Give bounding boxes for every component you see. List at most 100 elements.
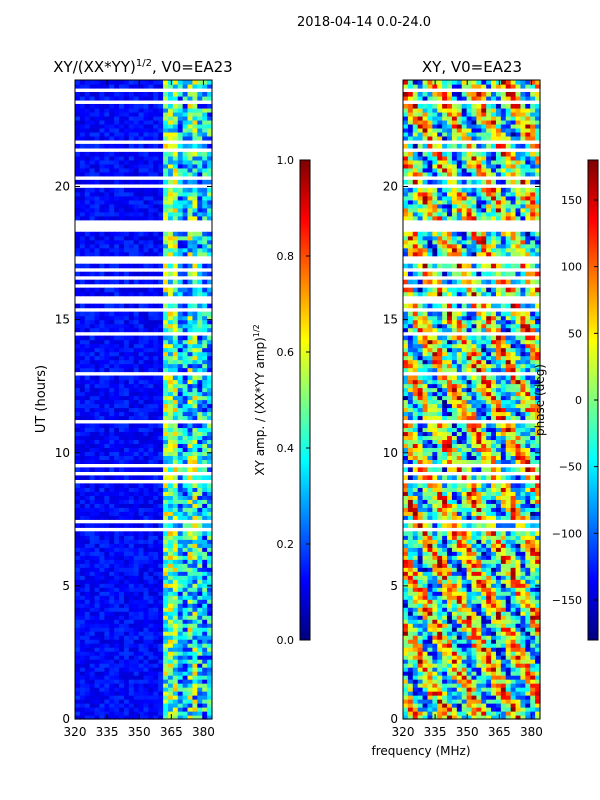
- heatmap-cell: [187, 127, 194, 133]
- heatmap-cell: [207, 343, 213, 349]
- heatmap-cell: [163, 659, 169, 664]
- heatmap-cell: [187, 443, 194, 449]
- heatmap-cell: [491, 615, 497, 620]
- heatmap-cell: [403, 559, 409, 564]
- heatmap-cell: [167, 143, 174, 149]
- heatmap-cell: [143, 467, 149, 472]
- heatmap-cell: [84, 635, 91, 640]
- heatmap-cell: [143, 607, 149, 612]
- heatmap-cell: [89, 163, 96, 169]
- heatmap-cell: [104, 315, 110, 321]
- heatmap-cell: [202, 695, 208, 700]
- heatmap-cell: [163, 343, 169, 349]
- heatmap-cell: [202, 671, 208, 676]
- heatmap-cell: [505, 627, 512, 632]
- heatmap-cell: [520, 655, 526, 660]
- heatmap-cell: [202, 607, 208, 612]
- heatmap-cell: [99, 375, 105, 381]
- heatmap-cell: [109, 367, 115, 373]
- heatmap-cell: [84, 287, 91, 293]
- heatmap-cell: [128, 235, 135, 241]
- heatmap-cell: [197, 387, 203, 393]
- heatmap-cell: [403, 575, 409, 580]
- heatmap-cell: [167, 539, 174, 544]
- heatmap-cell: [138, 279, 145, 285]
- heatmap-cell: [197, 603, 203, 608]
- heatmap-cell: [177, 171, 184, 177]
- heatmap-cell: [505, 703, 512, 708]
- heatmap-cell: [94, 475, 101, 480]
- heatmap-cell: [417, 659, 424, 664]
- heatmap-cell: [138, 311, 145, 317]
- heatmap-cell: [89, 611, 96, 616]
- heatmap-cell: [417, 623, 424, 628]
- left-heatmap: [75, 80, 213, 720]
- heatmap-cell: [143, 439, 149, 445]
- heatmap-cell: [197, 399, 203, 405]
- heatmap-cell: [403, 711, 409, 716]
- heatmap-cell: [525, 651, 531, 656]
- heatmap-cell: [182, 279, 189, 285]
- heatmap-cell: [461, 651, 468, 656]
- heatmap-cell: [133, 167, 140, 173]
- heatmap-cell: [109, 599, 115, 604]
- heatmap-cell: [197, 683, 203, 688]
- heatmap-cell: [427, 599, 433, 604]
- heatmap-cell: [197, 119, 203, 125]
- heatmap-cell: [172, 123, 179, 129]
- heatmap-cell: [207, 159, 213, 165]
- heatmap-cell: [133, 351, 140, 357]
- heatmap-cell: [403, 655, 409, 660]
- heatmap-cell: [109, 583, 115, 588]
- heatmap-cell: [403, 607, 409, 612]
- heatmap-cell: [510, 647, 517, 652]
- heatmap-cell: [407, 635, 414, 640]
- heatmap-cell: [99, 323, 105, 329]
- heatmap-cell: [182, 487, 189, 492]
- heatmap-cell: [177, 543, 184, 548]
- heatmap-cell: [133, 163, 140, 169]
- heatmap-cell: [94, 435, 101, 441]
- heatmap-cell: [167, 127, 174, 133]
- heatmap-cell: [75, 123, 81, 129]
- heatmap-cell: [182, 195, 189, 201]
- heatmap-cell: [163, 567, 169, 572]
- heatmap-cell: [476, 711, 482, 716]
- heatmap-cell: [520, 639, 526, 644]
- heatmap-cell: [187, 379, 194, 385]
- heatmap-cell: [158, 151, 164, 157]
- heatmap-cell: [163, 583, 169, 588]
- heatmap-cell: [148, 567, 154, 572]
- heatmap-cell: [456, 695, 463, 700]
- heatmap-cell: [153, 699, 159, 704]
- heatmap-cell: [99, 563, 105, 568]
- heatmap-cell: [437, 615, 443, 620]
- heatmap-cell: [133, 483, 140, 488]
- heatmap-cell: [207, 80, 213, 85]
- heatmap-cell: [407, 703, 414, 708]
- heatmap-cell: [407, 571, 414, 576]
- heatmap-cell: [207, 207, 213, 213]
- heatmap-cell: [99, 547, 105, 552]
- heatmap-cell: [143, 191, 149, 197]
- heatmap-cell: [192, 503, 198, 508]
- heatmap-cell: [119, 391, 125, 397]
- heatmap-cell: [530, 567, 536, 572]
- heatmap-cell: [163, 595, 169, 600]
- heatmap-cell: [99, 279, 105, 285]
- heatmap-cell: [128, 347, 135, 353]
- heatmap-cell: [84, 351, 91, 357]
- heatmap-cell: [192, 655, 198, 660]
- heatmap-cell: [466, 671, 473, 676]
- heatmap-cell: [407, 659, 414, 664]
- heatmap-cell: [471, 667, 477, 672]
- heatmap-cell: [163, 155, 169, 161]
- heatmap-cell: [481, 615, 487, 620]
- heatmap-cell: [79, 403, 86, 409]
- heatmap-cell: [486, 631, 492, 636]
- heatmap-cell: [138, 163, 145, 169]
- heatmap-cell: [177, 107, 184, 113]
- heatmap-cell: [182, 351, 189, 357]
- heatmap-cell: [427, 587, 433, 592]
- heatmap-cell: [75, 339, 81, 345]
